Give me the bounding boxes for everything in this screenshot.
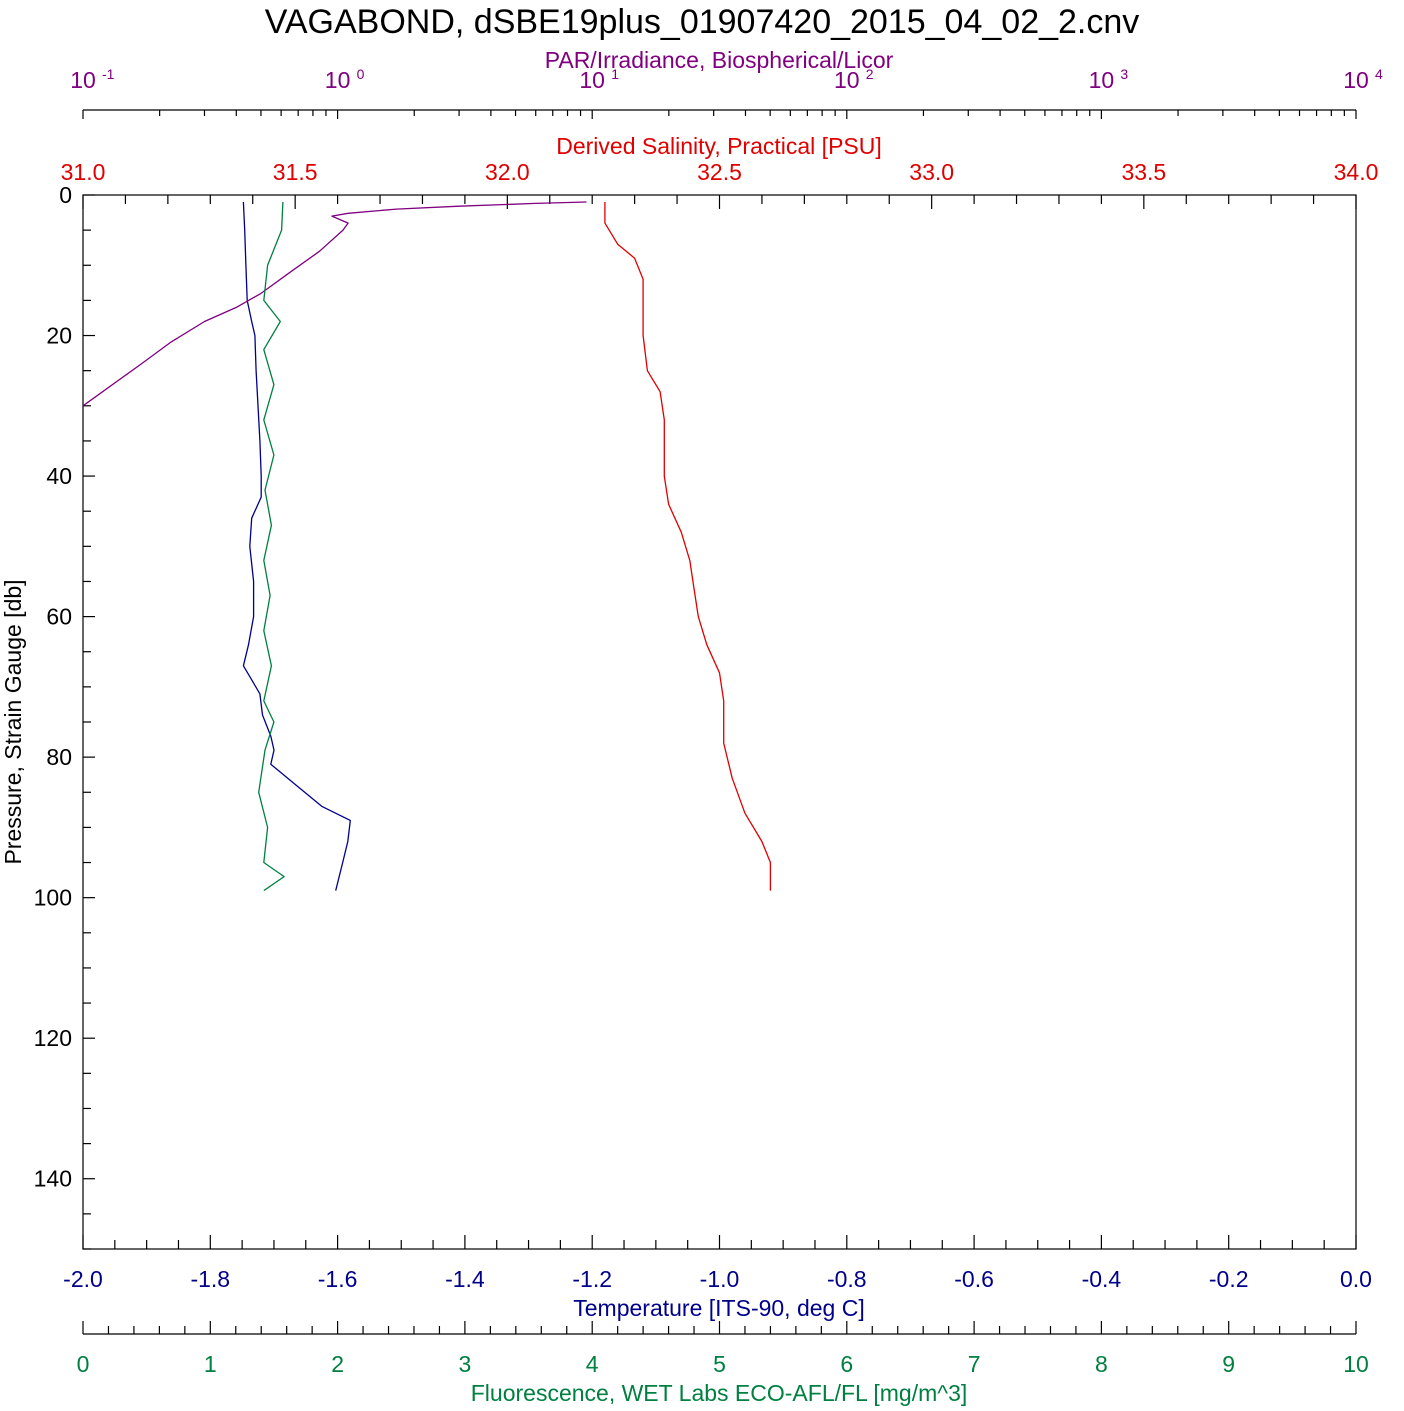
fluorescence-tick-label: 0: [77, 1351, 90, 1377]
temperature-tick-label: -1.6: [318, 1266, 358, 1292]
par-tick-exponent: 1: [611, 66, 619, 82]
pressure-tick-label: 120: [34, 1025, 72, 1051]
par-tick-label: 10 0: [325, 66, 365, 93]
par-tick-exponent: 0: [357, 66, 365, 82]
par-tick-label: 10 -1: [70, 66, 114, 93]
par-tick-base: 10: [834, 67, 860, 93]
pressure-tick-label: 40: [46, 463, 72, 489]
salinity-tick-label: 31.5: [273, 159, 318, 185]
temperature-profile-line: [242, 201, 351, 891]
temperature-tick-label: -0.4: [1082, 1266, 1122, 1292]
salinity-tick-label: 32.0: [485, 159, 530, 185]
pressure-axis-label: Pressure, Strain Gauge [db]: [0, 579, 26, 864]
salinity-tick-label: 31.0: [61, 159, 106, 185]
par-tick-label: 10 4: [1343, 66, 1383, 93]
salinity-profile-line: [604, 202, 772, 891]
par-tick-base: 10: [325, 67, 351, 93]
temperature-tick-label: -1.2: [572, 1266, 612, 1292]
fluorescence-tick-label: 6: [840, 1351, 853, 1377]
fluorescence-tick-label: 1: [204, 1351, 217, 1377]
fluorescence-tick-label: 9: [1222, 1351, 1235, 1377]
par-tick-base: 10: [70, 67, 96, 93]
par-tick-exponent: 3: [1120, 66, 1128, 82]
fluorescence-tick-label: 7: [968, 1351, 981, 1377]
par-tick-base: 10: [579, 67, 605, 93]
par-tick-label: 10 1: [579, 66, 619, 93]
pressure-tick-label: 20: [46, 323, 72, 349]
pressure-tick-label: 80: [46, 744, 72, 770]
par-tick-base: 10: [1343, 67, 1369, 93]
pressure-tick-label: 60: [46, 604, 72, 630]
par-tick-label: 10 3: [1089, 66, 1129, 93]
temperature-tick-label: -0.2: [1209, 1266, 1249, 1292]
chart-title: VAGABOND, dSBE19plus_01907420_2015_04_02…: [265, 3, 1140, 41]
temperature-tick-label: -2.0: [63, 1266, 103, 1292]
pressure-tick-label: 0: [59, 182, 72, 208]
temperature-tick-label: -1.0: [700, 1266, 740, 1292]
temperature-tick-label: -0.8: [827, 1266, 867, 1292]
par-tick-label: 10 2: [834, 66, 874, 93]
temperature-tick-label: -0.6: [954, 1266, 994, 1292]
salinity-tick-label: 33.5: [1121, 159, 1166, 185]
pressure-tick-label: 140: [34, 1166, 72, 1192]
fluorescence-tick-label: 8: [1095, 1351, 1108, 1377]
par-profile-line: [82, 201, 587, 407]
fluorescence-axis-label: Fluorescence, WET Labs ECO-AFL/FL [mg/m^…: [471, 1380, 968, 1406]
temperature-tick-label: 0.0: [1340, 1266, 1372, 1292]
salinity-tick-label: 32.5: [697, 159, 742, 185]
fluorescence-tick-label: 5: [713, 1351, 726, 1377]
par-tick-exponent: 2: [866, 66, 874, 82]
fluorescence-tick-label: 3: [459, 1351, 472, 1377]
par-tick-exponent: 4: [1375, 66, 1383, 82]
pressure-tick-label: 100: [34, 885, 72, 911]
fluorescence-tick-label: 2: [331, 1351, 344, 1377]
temperature-axis-label: Temperature [ITS-90, deg C]: [573, 1295, 864, 1321]
salinity-axis-label: Derived Salinity, Practical [PSU]: [556, 133, 882, 159]
fluorescence-profile-line: [258, 201, 285, 892]
par-tick-exponent: -1: [102, 66, 115, 82]
salinity-tick-label: 33.0: [909, 159, 954, 185]
salinity-tick-label: 34.0: [1334, 159, 1379, 185]
par-tick-base: 10: [1089, 67, 1115, 93]
fluorescence-tick-label: 10: [1343, 1351, 1369, 1377]
temperature-tick-label: -1.4: [445, 1266, 485, 1292]
par-axis-label: PAR/Irradiance, Biospherical/Licor: [545, 47, 894, 73]
fluorescence-tick-label: 4: [586, 1351, 599, 1377]
temperature-tick-label: -1.8: [190, 1266, 230, 1292]
